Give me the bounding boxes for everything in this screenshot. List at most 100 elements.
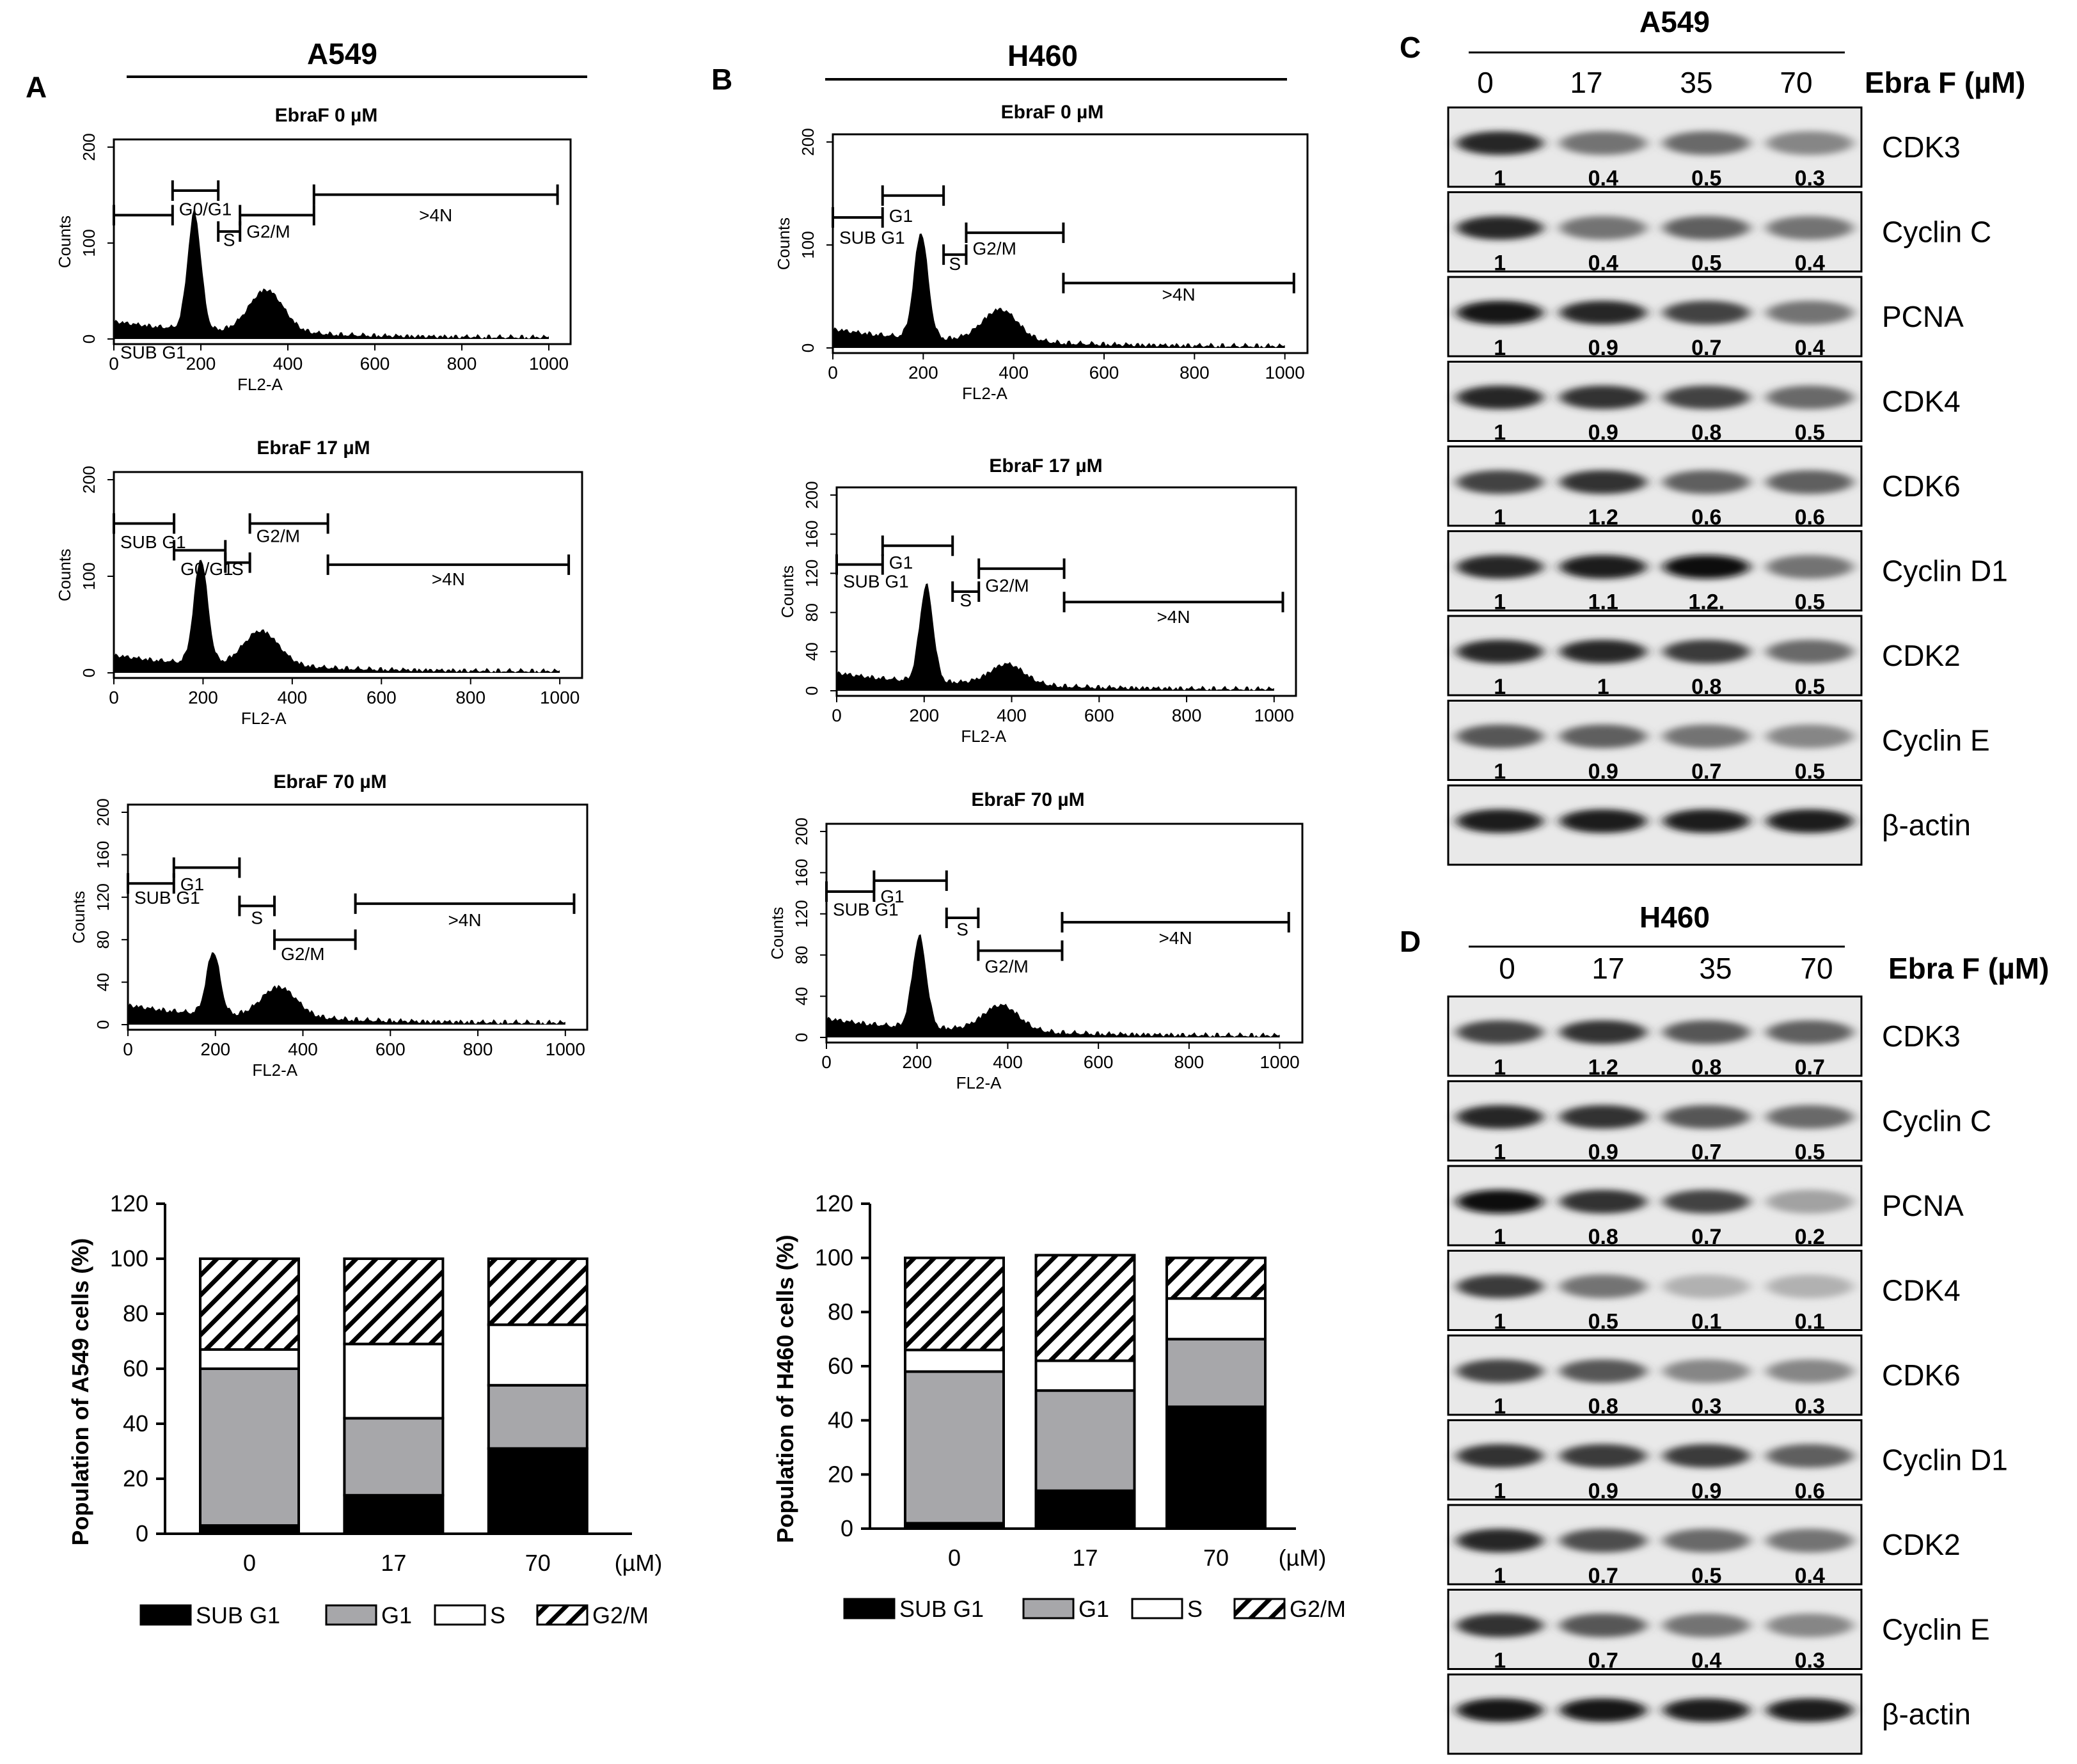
densitometry-value: 1 [1597,675,1609,699]
hist-b-1-y-tick-label: 120 [802,560,821,587]
hist-b-1-x-tick-label: 400 [997,705,1027,725]
y-tick-label: 0 [841,1515,853,1541]
protein-label: Cyclin D1 [1882,555,2008,588]
blot-band [1766,809,1854,833]
y-tick-label: 20 [123,1465,148,1492]
hist-b-1-x-tick-label: 200 [909,705,939,725]
panel-label-d: D [1400,925,1421,958]
hist-a-1-x-tick-label: 1000 [540,688,580,707]
densitometry-value: 0.7 [1691,1140,1721,1165]
blot-band [1560,1529,1647,1553]
densitometry-value: 1 [1494,336,1506,360]
bar-g1-0 [199,1367,300,1527]
legend-label: G1 [381,1602,412,1628]
densitometry-value: 0.1 [1691,1310,1721,1334]
header-a549: A549 [307,37,377,70]
x-tick-label: 17 [381,1550,406,1576]
blot-band [1560,216,1647,240]
hist-a-2-title: EbraF 70 µM [273,771,386,792]
hist-b-0-y-tick-label: 0 [798,343,817,352]
hist-a-2-x-axis-label: FL2-A [252,1060,297,1080]
hist-b-2-x-tick-label: 200 [902,1052,932,1072]
blot-band [1560,640,1647,664]
blot-band [1456,216,1544,240]
densitometry-value: 0.6 [1795,1479,1825,1504]
hist-b-1-x-tick-label: 1000 [1254,705,1294,725]
blot-band [1766,1359,1854,1383]
hist-a-2-histogram-curve [128,952,565,1025]
hist-a-1-gate-label: S [232,559,244,579]
hist-b-0-x-tick-label: 0 [828,363,838,382]
densitometry-value: 0.7 [1691,336,1721,360]
protein-label: PCNA [1882,300,1964,333]
hist-a-1-y-axis-label: Counts [55,549,74,601]
densitometry-value: 1 [1494,590,1506,615]
densitometry-value: 0.3 [1795,1394,1825,1419]
blot-band [1766,724,1854,748]
densitometry-value: 0.5 [1691,166,1721,191]
densitometry-value: 1.1 [1588,590,1618,615]
blot-band [1456,640,1544,664]
hist-a-0-gate-label: S [223,230,235,249]
blot-band [1766,1020,1854,1044]
densitometry-value: 1.2. [1688,590,1725,615]
bar-g2-m-17 [1034,1254,1136,1362]
blot-band [1766,301,1854,325]
dose-label: 17 [1591,952,1624,985]
blot-band [1766,1529,1854,1553]
blot-band [1456,555,1544,579]
densitometry-value: 0.5 [1795,760,1825,784]
blot-band [1456,1020,1544,1044]
densitometry-value: 1 [1494,1649,1506,1673]
hist-a-1-y-tick-label: 200 [79,466,99,493]
hist-b-0-histogram-curve [833,233,1285,348]
blot-band [1766,1698,1854,1722]
blot-row-cyclin-e: 1 0.9 0.7 0.5 Cyclin E [1447,700,1990,784]
panel-label-a: A [26,70,47,104]
blot-band [1766,1190,1854,1214]
densitometry-value: 1 [1494,675,1506,699]
blot-band [1456,1105,1544,1129]
hist-b-2-gate-label: >4N [1159,928,1192,948]
densitometry-value: 0.3 [1691,1394,1721,1419]
protein-label: CDK3 [1882,130,1961,164]
hist-a-1-gate-label: >4N [432,569,465,589]
hist-a-0-gate-label: G2/M [246,222,290,242]
y-axis-label: Population of A549 cells (%) [67,1238,93,1546]
blot-band [1662,470,1750,494]
blot-row-cdk2: 1 1 0.8 0.5 CDK2 [1447,615,1961,699]
blot-band [1766,131,1854,155]
densitometry-value: 0.5 [1795,421,1825,445]
y-tick-label: 120 [110,1190,148,1217]
blot-band [1456,385,1544,409]
legend-label: G1 [1078,1596,1109,1622]
panel-label-b: B [711,63,732,96]
blot-band [1662,1444,1750,1468]
header-h460: H460 [1007,39,1078,72]
densitometry-value: 0.4 [1795,251,1825,276]
blot-band [1456,1444,1544,1468]
densitometry-value: 0.8 [1691,1055,1721,1080]
protein-label: Cyclin E [1882,724,1990,757]
y-tick-label: 20 [828,1461,853,1487]
hist-a-0-x-tick-label: 800 [447,354,477,374]
blot-row-cdk3: 1 1.2 0.8 0.7 CDK3 [1447,995,1961,1080]
bar-g1-17 [1034,1389,1136,1492]
blot-band [1662,640,1750,664]
x-tick-label: 70 [1203,1545,1229,1571]
hist-b-2-plot-frame [825,823,1304,1044]
legend-label: G2/M [592,1602,649,1628]
legend-swatch [1131,1598,1183,1619]
densitometry-value: 0.9 [1588,336,1618,360]
y-tick-label: 60 [123,1355,148,1382]
bar-g1-0 [904,1370,1005,1525]
bar-s-17 [343,1343,445,1420]
hist-b-0-gate-label: G2/M [972,239,1016,258]
blot-band [1456,1359,1544,1383]
stacked-bar-charts: 0 20 40 60 80 100 120 Population of A549 cells … [67,1190,1346,1628]
hist-b-0-x-tick-label: 400 [999,363,1029,382]
densitometry-value: 0.4 [1588,251,1618,276]
x-tick-label: 0 [948,1545,961,1571]
hist-b-2-title: EbraF 70 µM [971,789,1084,810]
protein-label: Cyclin C [1882,216,1991,249]
